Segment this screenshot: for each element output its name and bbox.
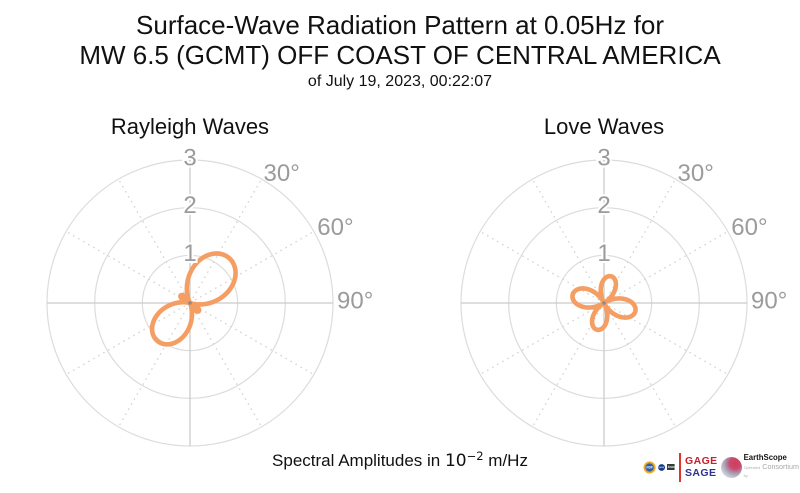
rayleigh-radiation-pattern (149, 251, 238, 347)
dotted-grid-spoke (531, 178, 605, 304)
earthscope-consortium: Consortium (762, 462, 799, 471)
nsf-sunburst-texture (643, 460, 656, 474)
r-tick-label: 3 (183, 145, 196, 172)
earthscope-logo: EarthScope Operated by Consortium (720, 454, 799, 480)
plot-center-dot (188, 301, 192, 305)
dotted-grid-spoke (65, 230, 191, 304)
dotted-grid-spoke (479, 302, 605, 376)
nasa-logo-icon: NASA (658, 463, 666, 471)
angle-tick-label: 60° (317, 214, 353, 241)
earthscope-name: EarthScope (743, 453, 787, 462)
love-polar-chart: 1 2 3 30° 60° 90° (460, 143, 787, 447)
dotted-grid-spoke (479, 230, 605, 304)
figure-subtitle: of July 19, 2023, 00:22:07 (307, 73, 493, 90)
figure-title-line2: MW 6.5 (GCMT) OFF COAST OF CENTRAL AMERI… (79, 40, 721, 70)
caption-base: 10 (444, 451, 467, 471)
r-tick-label: 1 (183, 240, 196, 267)
rayleigh-plot-title: Rayleigh Waves (110, 114, 270, 139)
attribution-logos: NSF NASA USGS GAGE SAGE EarthScope Opera… (643, 448, 799, 486)
earthscope-operated-by: Operated by (743, 465, 761, 478)
amplitude-units-caption: Spectral Amplitudes in 10−2 m/Hz (0, 449, 800, 471)
love-radiation-pattern (570, 273, 638, 333)
usgs-plate (667, 464, 676, 470)
sage-label: SAGE (685, 467, 717, 479)
dotted-grid-spoke (189, 178, 263, 304)
nasa-disc (658, 463, 666, 471)
dotted-grid-spoke (189, 302, 315, 376)
dotted-grid-spoke (603, 302, 729, 376)
rayleigh-polar-chart: 1 2 3 30° 60° 90° (46, 143, 373, 447)
r-tick-label: 3 (597, 145, 610, 172)
dotted-grid-spoke (603, 302, 677, 428)
dotted-grid-spoke (117, 302, 191, 428)
r-tick-label: 2 (183, 192, 196, 219)
angle-tick-label: 60° (731, 214, 767, 241)
dotted-grid-spoke (189, 302, 263, 428)
love-plot-title: Love Waves (543, 114, 665, 139)
r-tick-label: 1 (597, 240, 610, 267)
nsf-label: NSF (646, 465, 652, 469)
earthscope-wordmark: EarthScope Operated by Consortium (744, 454, 799, 480)
angle-tick-label: 30° (678, 160, 714, 187)
nsf-globe (645, 462, 654, 472)
plot-center-dot (602, 301, 606, 305)
figure-title-line1: Surface-Wave Radiation Pattern at 0.05Hz… (136, 10, 664, 40)
gage-label: GAGE (685, 454, 718, 467)
logo-divider (679, 452, 682, 482)
caption-suffix: m/Hz (483, 451, 528, 470)
gage-sage-wordmark: GAGE SAGE (685, 455, 718, 480)
dotted-grid-spoke (189, 230, 315, 304)
caption-prefix: Spectral Amplitudes in (272, 451, 445, 470)
earthscope-sphere-icon (720, 456, 742, 478)
nasa-swoosh (659, 467, 665, 469)
caption-exponent: −2 (466, 449, 484, 463)
earthscope-subline: Operated by Consortium (744, 463, 799, 480)
usgs-label: USGS (669, 467, 675, 469)
nasa-label: NASA (659, 467, 665, 469)
nsf-logo-icon: NSF (643, 460, 656, 474)
r-tick-label: 2 (597, 192, 610, 219)
dotted-grid-spoke (65, 302, 191, 376)
figure-header: Surface-Wave Radiation Pattern at 0.05Hz… (0, 10, 800, 92)
angle-tick-label: 90° (751, 288, 787, 315)
usgs-strata-lines (668, 465, 670, 468)
angle-tick-label: 30° (264, 160, 300, 187)
dotted-grid-spoke (117, 178, 191, 304)
usgs-logo-icon: USGS (667, 464, 676, 470)
angle-tick-label: 90° (337, 288, 373, 315)
dotted-grid-spoke (603, 230, 729, 304)
